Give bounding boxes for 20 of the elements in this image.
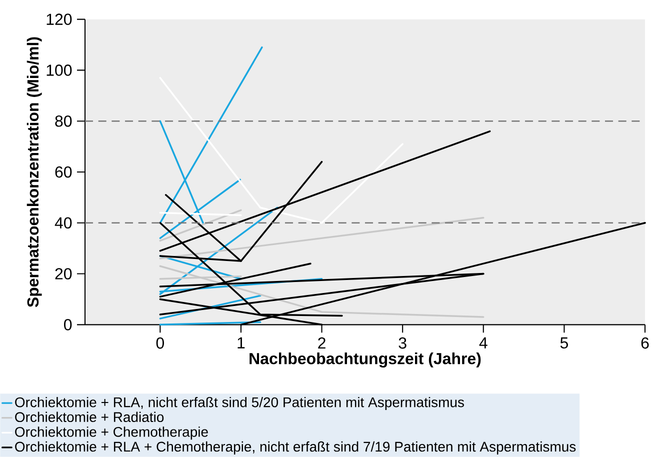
x-tick-label: 4 (479, 338, 488, 349)
legend-label: Orchiektomie + Radiatio (15, 412, 164, 422)
x-tick-label: 2 (318, 338, 326, 349)
legend-label: Orchiektomie + RLA + Chemotherapie, nicht erfaßt sind 7/19 Patienten mit Aspermatismus (15, 442, 576, 455)
x-tick-label: 3 (398, 338, 406, 349)
y-axis-title: Spermatzoenkonzentration (Mio/ml) (26, 37, 42, 308)
x-tick-label: 6 (641, 338, 649, 349)
legend-label: Orchiektomie + RLA, nicht erfaßt sind 5/20 Patienten mit Aspermatismus (15, 397, 464, 410)
y-tick-label: 100 (46, 64, 72, 76)
x-tick-label: 1 (238, 338, 245, 349)
y-tick-label: 40 (54, 217, 72, 229)
y-tick-label: 0 (64, 319, 72, 330)
x-tick-label: 5 (560, 338, 568, 349)
x-tick-label: 0 (156, 338, 164, 349)
x-axis-title: Nachbeobachtungszeit (Jahre) (250, 352, 481, 368)
y-tick-label: 60 (55, 166, 72, 178)
y-tick-label: 80 (55, 116, 72, 127)
y-tick-label: 120 (46, 14, 72, 26)
y-tick-label: 20 (55, 268, 72, 280)
legend-label: Orchiektomie + Chemotherapie (15, 426, 208, 440)
